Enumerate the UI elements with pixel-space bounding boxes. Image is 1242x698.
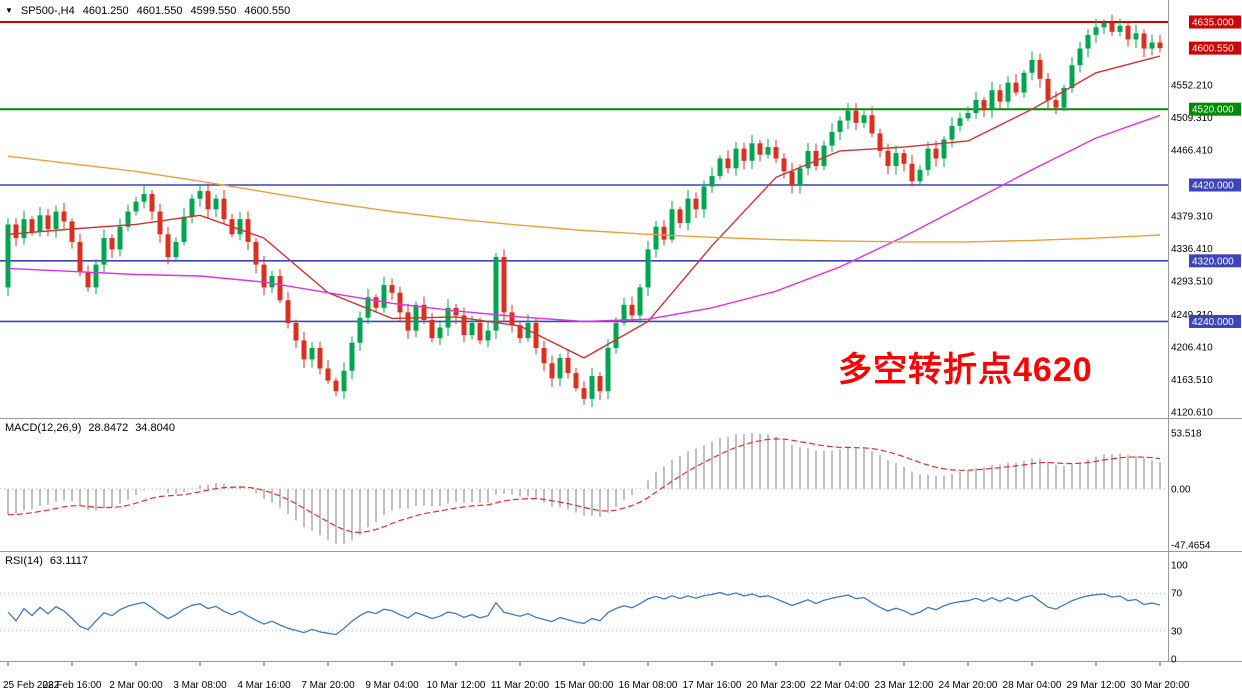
svg-text:4293.510: 4293.510 — [1171, 276, 1213, 287]
svg-text:4206.410: 4206.410 — [1171, 342, 1213, 353]
panel-separators — [0, 0, 1242, 662]
svg-text:53.518: 53.518 — [1171, 429, 1202, 440]
rsi-value: 63.1117 — [49, 555, 89, 567]
svg-text:10 Mar 12:00: 10 Mar 12:00 — [427, 680, 486, 691]
svg-text:4520.000: 4520.000 — [1192, 105, 1234, 116]
svg-text:20 Mar 23:00: 20 Mar 23:00 — [747, 680, 806, 691]
macd-plot — [0, 433, 1168, 544]
candlesticks — [5, 14, 1163, 407]
svg-text:22 Mar 04:00: 22 Mar 04:00 — [811, 680, 870, 691]
svg-text:70: 70 — [1171, 589, 1183, 600]
svg-text:4635.000: 4635.000 — [1192, 18, 1234, 29]
svg-text:2 Mar 00:00: 2 Mar 00:00 — [109, 680, 163, 691]
svg-text:3 Mar 08:00: 3 Mar 08:00 — [173, 680, 227, 691]
svg-text:24 Mar 20:00: 24 Mar 20:00 — [939, 680, 998, 691]
symbol-timeframe-label: SP500-,H4 — [20, 5, 75, 17]
svg-text:29 Mar 12:00: 29 Mar 12:00 — [1067, 680, 1126, 691]
svg-text:30: 30 — [1171, 626, 1183, 637]
ohlc-close-value: 4600.550 — [244, 5, 291, 17]
svg-text:15 Mar 00:00: 15 Mar 00:00 — [555, 680, 614, 691]
annotation-text: 多空转折点4620 — [838, 351, 1093, 389]
svg-text:4 Mar 16:00: 4 Mar 16:00 — [237, 680, 291, 691]
svg-text:4466.410: 4466.410 — [1171, 145, 1213, 156]
rsi-indicator-label: RSI(14) 63.1117 — [5, 555, 88, 567]
chart-title: ▼ SP500-,H4 4601.250 4601.550 4599.550 4… — [5, 5, 290, 17]
svg-text:4240.000: 4240.000 — [1192, 317, 1234, 328]
svg-text:17 Mar 16:00: 17 Mar 16:00 — [683, 680, 742, 691]
svg-text:4120.610: 4120.610 — [1171, 408, 1213, 419]
svg-text:11 Mar 20:00: 11 Mar 20:00 — [491, 680, 550, 691]
svg-text:7 Mar 20:00: 7 Mar 20:00 — [301, 680, 355, 691]
svg-text:23 Mar 12:00: 23 Mar 12:00 — [875, 680, 934, 691]
svg-text:4420.000: 4420.000 — [1192, 181, 1234, 192]
svg-text:-47.4654: -47.4654 — [1171, 541, 1211, 552]
indicator-axis-labels: 53.518 0.00 -47.4654 100 70 30 0 — [1171, 429, 1211, 666]
price-axis-labels: 4552.210 4509.310 4466.410 4379.310 4336.410… — [1171, 15, 1241, 419]
rsi-name: RSI(14) — [5, 555, 43, 567]
svg-text:4509.310: 4509.310 — [1171, 113, 1213, 124]
svg-text:100: 100 — [1171, 561, 1188, 572]
ohlc-open-value: 4601.250 — [82, 5, 129, 17]
svg-text:30 Mar 20:00: 30 Mar 20:00 — [1131, 680, 1190, 691]
svg-text:16 Mar 08:00: 16 Mar 08:00 — [619, 680, 678, 691]
svg-text:4320.000: 4320.000 — [1192, 256, 1234, 267]
horizontal-level-lines — [0, 21, 1168, 323]
svg-text:4600.550: 4600.550 — [1192, 44, 1234, 55]
macd-name: MACD(12,26,9) — [5, 422, 82, 434]
collapse-chart-icon[interactable]: ▼ — [5, 6, 13, 15]
ohlc-high-value: 4601.550 — [136, 5, 183, 17]
svg-text:4552.210: 4552.210 — [1171, 80, 1213, 91]
moving-average-lines — [7, 55, 1161, 359]
svg-text:28 Mar 04:00: 28 Mar 04:00 — [1003, 680, 1062, 691]
svg-text:25 Feb 2022: 25 Feb 2022 — [3, 680, 60, 691]
svg-text:28 Feb 16:00: 28 Feb 16:00 — [43, 680, 102, 691]
macd-signal-value: 34.8040 — [135, 422, 175, 434]
price-axis-scale[interactable] — [1168, 0, 1242, 662]
svg-text:4336.410: 4336.410 — [1171, 244, 1213, 255]
svg-text:9 Mar 04:00: 9 Mar 04:00 — [365, 680, 419, 691]
time-axis-scale[interactable] — [0, 662, 1242, 698]
svg-text:0.00: 0.00 — [1171, 485, 1191, 496]
macd-indicator-label: MACD(12,26,9) 28.8472 34.8040 — [5, 422, 175, 434]
svg-text:4163.510: 4163.510 — [1171, 375, 1213, 386]
svg-text:4379.310: 4379.310 — [1171, 211, 1213, 222]
ohlc-low-value: 4599.550 — [190, 5, 237, 17]
macd-main-value: 28.8472 — [88, 422, 129, 434]
svg-text:0: 0 — [1171, 655, 1177, 666]
rsi-plot — [0, 591, 1168, 636]
